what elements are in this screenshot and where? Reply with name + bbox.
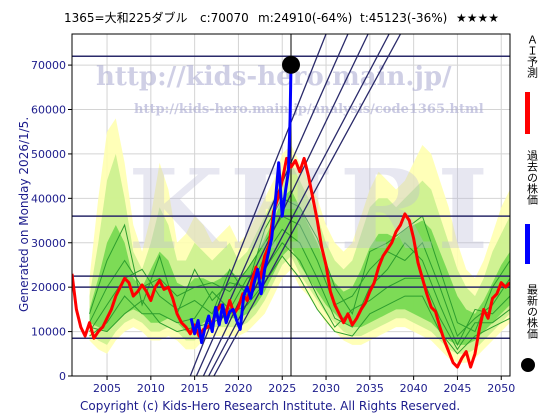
latest-price-point (282, 55, 300, 74)
watermark-page-url: http://kids-hero.main.jp/analysis/code13… (134, 102, 484, 117)
generated-date-label: Generated on Monday 2026/1/5. (17, 117, 31, 312)
min-price-stat: m:24910(-64%) (258, 11, 352, 25)
x-tick-label: 2015 (181, 382, 209, 395)
current-price-stat: c:70070 (200, 11, 249, 25)
legend: ＡＩ予測 過去の株価 最新の株価 (521, 34, 539, 372)
legend-past-swatch (525, 224, 530, 264)
legend-past-label: 過去の株価 (526, 150, 539, 205)
y-tick-label: 70000 (31, 59, 66, 72)
scenario-line (89, 228, 510, 347)
y-tick-label: 30000 (31, 237, 66, 250)
watermark-brand: KHRI (128, 145, 494, 274)
x-tick-label: 2045 (443, 382, 471, 395)
watermark-url: http://kids-hero.main.jp/ (96, 62, 452, 92)
projection-band-dark (89, 189, 510, 345)
y-tick-label: 20000 (31, 281, 66, 294)
legend-latest-label: 最新の株価 (526, 284, 539, 339)
y-tick-label: 50000 (31, 148, 66, 161)
marker-layer (282, 55, 300, 74)
x-tick-label: 2025 (268, 382, 296, 395)
diagonal-trend-line (213, 34, 402, 376)
plot-frame (71, 33, 511, 377)
y-tick-label: 10000 (31, 326, 66, 339)
target-price-stat: t:45123(-36%) (360, 11, 447, 25)
y-tick-label: 40000 (31, 192, 66, 205)
ticker-label: 1365=大和225ダブル (64, 10, 188, 25)
diagonal-trend-line (202, 34, 369, 376)
y-tick-label: 0 (59, 370, 66, 383)
x-tick-label: 2035 (356, 382, 384, 395)
rating-stars: ★★★★ (456, 11, 499, 25)
prediction-line (72, 156, 510, 369)
x-tick-label: 2040 (400, 382, 428, 395)
x-tick-label: 2030 (312, 382, 340, 395)
diagonal-trend-line (208, 34, 390, 376)
watermark: KHRI http://kids-hero.main.jp/ http://ki… (96, 62, 494, 274)
x-tick-label: 2050 (487, 382, 515, 395)
past-price-line (189, 64, 293, 345)
legend-latest-marker (521, 358, 535, 372)
scenario-line (89, 242, 510, 351)
x-tick-label: 2005 (93, 382, 121, 395)
projection-bands (89, 118, 510, 363)
legend-prediction-swatch (525, 92, 530, 134)
axis-ticks: 2005 2010 2015 2020 2025 2030 2035 2040 2045 2050… (31, 59, 515, 395)
copyright-footer: Copyright (c) Kids-Hero Research Institu… (80, 399, 460, 413)
scenario-line (89, 197, 510, 333)
x-tick-label: 2010 (137, 382, 165, 395)
legend-prediction-label: ＡＩ予測 (526, 34, 539, 79)
x-tick-label: 2020 (224, 382, 252, 395)
y-tick-label: 60000 (31, 104, 66, 117)
series-layer (72, 64, 510, 369)
